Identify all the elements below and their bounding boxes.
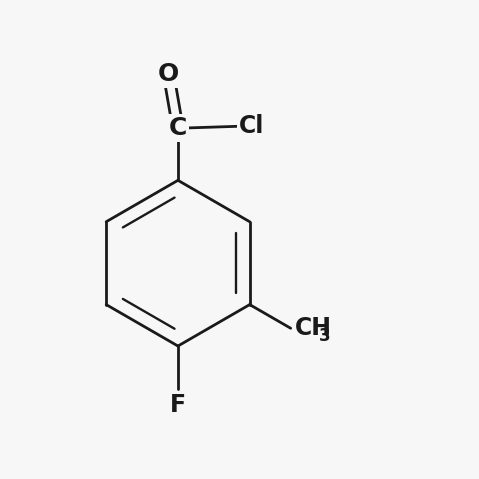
Text: F: F — [170, 393, 186, 417]
Text: 3: 3 — [319, 327, 331, 345]
Text: O: O — [158, 62, 179, 86]
Text: CH: CH — [295, 316, 331, 340]
Text: Cl: Cl — [239, 114, 264, 138]
Text: C: C — [169, 116, 187, 140]
